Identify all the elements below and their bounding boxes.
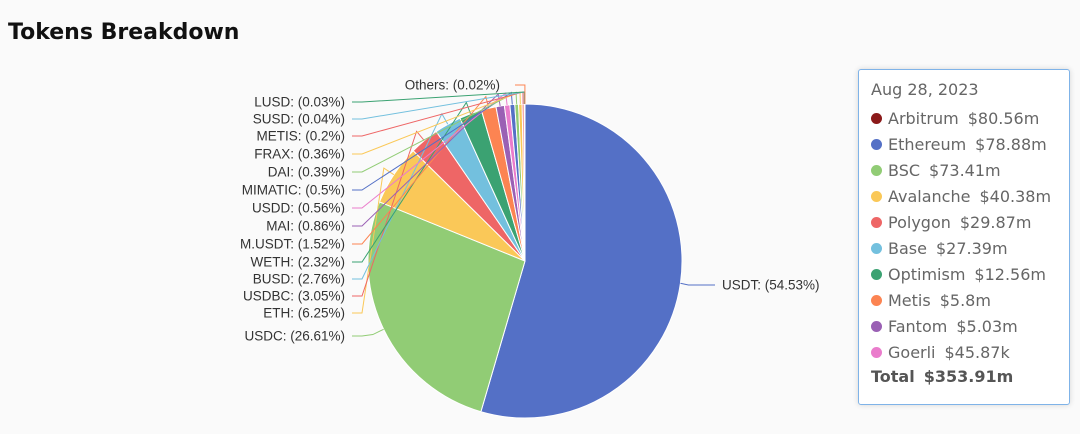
tooltip-item-value: $5.03m [956, 316, 1018, 336]
tooltip-row: Arbitrum $80.56m [871, 105, 1057, 131]
label-line [352, 91, 513, 191]
slice-label: Others: (0.02%) [405, 78, 500, 93]
legend-dot-icon [871, 242, 882, 254]
tooltip-item-value: $40.38m [979, 186, 1052, 206]
legend-dot-icon [871, 164, 882, 176]
slice-label: ETH: (6.25%) [263, 306, 345, 321]
tooltip-item-value: $45.87k [944, 342, 1010, 362]
slice-label: USDC: (26.61%) [244, 329, 345, 344]
tooltip-row: Ethereum $78.88m [871, 131, 1057, 157]
tooltip-total: Total $353.91m [871, 367, 1057, 386]
slice-label: LUSD: (0.03%) [254, 95, 345, 110]
slice-label: MAI: (0.86%) [266, 219, 345, 234]
slice-label: FRAX: (0.36%) [254, 147, 345, 162]
label-line [680, 282, 715, 286]
tooltip-item-name: Ethereum [888, 134, 967, 154]
label-line [352, 167, 395, 314]
tooltip-item-value: $5.8m [939, 290, 991, 310]
slice-label: DAI: (0.39%) [268, 165, 345, 180]
tooltip-item-value: $73.41m [929, 160, 1001, 180]
tooltip-item-value: $12.56m [974, 264, 1046, 284]
legend-dot-icon [871, 216, 882, 228]
tooltip-item-name: Goerli [888, 342, 936, 362]
slice-label: SUSD: (0.04%) [253, 112, 345, 127]
slice-label: METIS: (0.2%) [256, 129, 345, 144]
tooltip-item-value: $29.87m [959, 212, 1032, 232]
tooltip-item-name: BSC [888, 160, 921, 180]
pie-slice-usdc[interactable] [367, 201, 526, 413]
tooltip-row: Goerli $45.87k [871, 339, 1057, 365]
label-line [352, 95, 490, 245]
tooltip-row: BSC $73.41m [871, 157, 1057, 183]
tooltip-row: Metis $5.8m [871, 287, 1057, 313]
legend-dot-icon [871, 268, 882, 280]
label-line [352, 92, 508, 209]
tooltip-item-name: Polygon [888, 212, 951, 232]
slice-label: BUSD: (2.76%) [253, 272, 345, 287]
label-line [352, 91, 521, 155]
tooltip-row: Fantom $5.03m [871, 313, 1057, 339]
tooltip-date: Aug 28, 2023 [871, 80, 979, 99]
tooltip-item-name: Fantom [888, 316, 948, 336]
legend-dot-icon [871, 320, 882, 332]
tooltip-row: Optimism $12.56m [871, 261, 1057, 287]
slice-label: M.USDT: (1.52%) [240, 237, 345, 252]
tooltip-total-value: $353.91m [923, 367, 1014, 386]
legend-dot-icon [871, 190, 882, 202]
tooltip-item-name: Arbitrum [888, 108, 959, 128]
slice-label: USDBC: (3.05%) [243, 289, 345, 304]
tooltip-item-value: $27.39m [935, 238, 1008, 258]
tooltip-item-value: $80.56m [967, 108, 1040, 128]
label-line [515, 84, 526, 105]
legend-dot-icon [871, 346, 882, 358]
tooltip-item-name: Optimism [888, 264, 966, 284]
tooltip-rows: Arbitrum $80.56m Ethereum $78.88m BSC $73.41m… [871, 105, 1057, 365]
label-lines [352, 84, 715, 337]
tooltip-row: Avalanche $40.38m [871, 183, 1057, 209]
label-line [352, 130, 425, 297]
slice-label: USDD: (0.56%) [252, 201, 345, 216]
tooltip: Aug 28, 2023 Arbitrum $80.56m Ethereum $78.… [858, 69, 1070, 405]
legend-dot-icon [871, 294, 882, 306]
tooltip-row: Base $27.39m [871, 235, 1057, 261]
slice-label: MIMATIC: (0.5%) [242, 183, 345, 198]
label-line [352, 91, 518, 173]
tooltip-item-value: $78.88m [975, 134, 1047, 154]
chart-title: Tokens Breakdown [8, 20, 240, 45]
tooltip-item-name: Base [888, 238, 927, 258]
pie-slices [367, 103, 683, 419]
tooltip-item-name: Avalanche [888, 186, 971, 206]
legend-dot-icon [871, 112, 882, 124]
slice-label: WETH: (2.32%) [250, 255, 345, 270]
slice-labels: USDT: (54.53%) USDC: (26.61%) ETH: (6.25%)… [240, 78, 820, 344]
tooltip-total-label: Total [871, 367, 915, 386]
tooltip-item-name: Metis [888, 290, 931, 310]
label-line [352, 91, 524, 137]
tooltip-row: Polygon $29.87m [871, 209, 1057, 235]
label-line [352, 328, 384, 337]
legend-dot-icon [871, 138, 882, 150]
slice-label: USDT: (54.53%) [722, 278, 820, 293]
